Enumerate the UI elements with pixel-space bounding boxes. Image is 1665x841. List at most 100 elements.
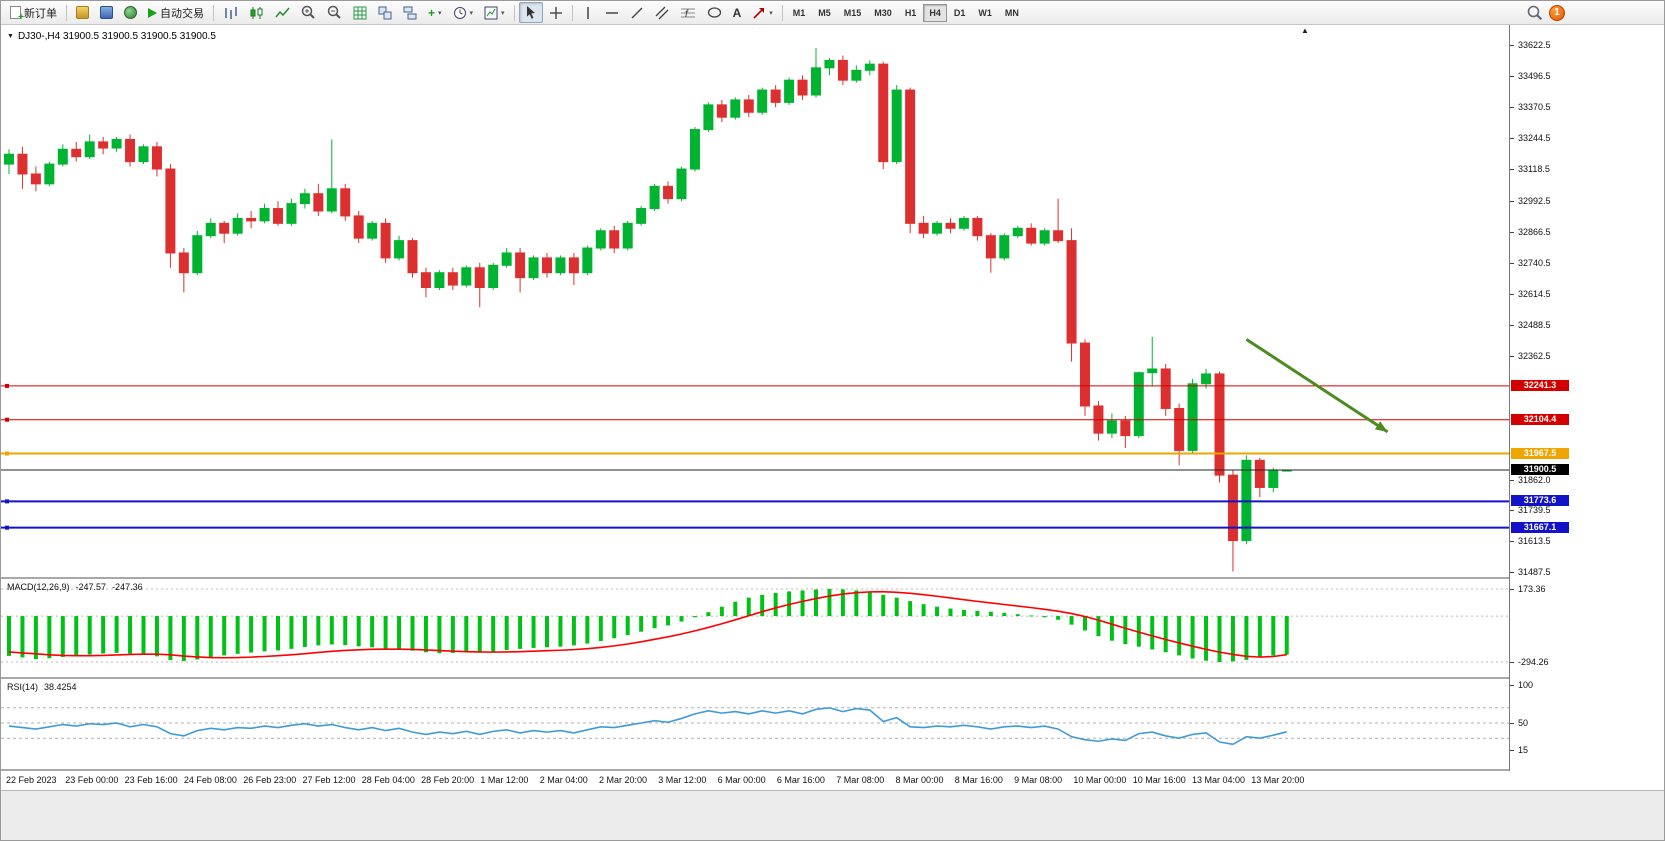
macd-bar: [1204, 616, 1209, 661]
horizontal-line-icon: [605, 11, 618, 14]
autotrading-button[interactable]: 自动交易: [143, 2, 209, 23]
macd-canvas[interactable]: [1, 579, 1509, 677]
candle-down: [17, 153, 28, 175]
svg-text:f: f: [685, 9, 689, 20]
axis-tick: [1510, 723, 1514, 724]
timeframe-M15[interactable]: M15: [838, 4, 868, 22]
price-level-badge: 31967.5: [1511, 447, 1569, 459]
panel-splitter[interactable]: [1, 677, 1572, 679]
macd-bar: [639, 616, 644, 632]
macd-bar: [773, 592, 778, 617]
timeframe-M1[interactable]: M1: [787, 4, 812, 22]
tile-windows-button[interactable]: [373, 2, 397, 23]
price-level-badge: 31773.6: [1511, 495, 1569, 507]
price-axis[interactable]: 33622.5 33496.5 33370.5 33244.5 33118.5 32992…: [1509, 25, 1572, 771]
autotrading-label: 自动交易: [160, 7, 204, 20]
cascade-windows-button[interactable]: [398, 2, 422, 23]
grid-button[interactable]: [348, 2, 372, 23]
vertical-line-button[interactable]: [577, 2, 599, 23]
notification-badge[interactable]: 1: [1549, 4, 1565, 21]
candle-down: [568, 257, 579, 274]
arrows-button[interactable]: ▾: [747, 2, 778, 23]
panel-splitter[interactable]: [1, 577, 1572, 579]
timeframe-H4[interactable]: H4: [923, 3, 947, 22]
candle-down: [474, 267, 485, 289]
time-axis-label: 6 Mar 16:00: [776, 775, 825, 785]
axis-tick: [1510, 262, 1514, 264]
indicators-button[interactable]: + ▾: [423, 2, 447, 23]
candle-up: [299, 193, 310, 205]
timeframe-M30[interactable]: M30: [868, 4, 898, 22]
templates-button[interactable]: ▾: [479, 2, 510, 23]
crosshair-button[interactable]: [544, 2, 568, 23]
panel-splitter[interactable]: [1, 769, 1572, 771]
new-order-button[interactable]: 新订单: [5, 2, 62, 23]
symbol-dropdown-icon[interactable]: ▼: [7, 33, 14, 40]
market-watch-button[interactable]: [95, 2, 118, 23]
candle-down: [178, 252, 189, 274]
candle-up: [286, 203, 297, 224]
level-handle: [5, 383, 9, 388]
zoom-in-button[interactable]: [296, 2, 321, 23]
rsi-value: 38.4254: [44, 682, 77, 692]
periods-button[interactable]: ▾: [448, 2, 479, 23]
timeframe-D1[interactable]: D1: [948, 4, 972, 22]
macd-bar: [733, 601, 738, 617]
fibonacci-button[interactable]: f: [675, 2, 701, 23]
candle-up: [757, 89, 768, 113]
text-button[interactable]: A: [728, 2, 747, 23]
candle-up: [259, 208, 270, 222]
chart-shift-marker[interactable]: ▲: [1301, 26, 1309, 35]
horizontal-line-button[interactable]: [600, 2, 624, 23]
zoom-out-button[interactable]: [322, 2, 347, 23]
bar-chart-button[interactable]: [218, 2, 243, 23]
time-axis-label: 3 Mar 12:00: [658, 775, 707, 785]
time-axis[interactable]: 22 Feb 2023 23 Feb 00:00 23 Feb 16:00 24 Fe…: [1, 771, 1572, 790]
timeframe-H1[interactable]: H1: [899, 4, 923, 22]
vertical-line-icon: [586, 6, 589, 19]
main-chart-canvas[interactable]: [1, 25, 1509, 577]
macd-bar: [706, 612, 711, 617]
cursor-button[interactable]: [518, 2, 543, 23]
axis-tick: [1510, 76, 1514, 78]
timeframe-W1[interactable]: W1: [972, 4, 998, 22]
search-button[interactable]: [1522, 2, 1548, 23]
candle-down: [1214, 373, 1225, 476]
macd-bar: [1123, 616, 1128, 645]
macd-panel[interactable]: MACD(12,26,9) -247.57 -247.36: [1, 579, 1509, 677]
rsi-canvas[interactable]: [1, 679, 1509, 769]
line-chart-button[interactable]: [270, 2, 295, 23]
axis-tick: [1510, 749, 1514, 751]
candle-up: [1039, 230, 1050, 244]
timeframe-MN[interactable]: MN: [999, 4, 1025, 22]
time-axis-label: 10 Mar 16:00: [1132, 775, 1186, 785]
fibonacci-icon: f: [680, 8, 695, 20]
candle-up: [999, 235, 1010, 259]
rsi-panel[interactable]: RSI(14) 38.4254: [1, 679, 1509, 769]
zoom-out-icon: [327, 5, 341, 19]
market-watch-icon: [100, 6, 113, 19]
candle-down: [407, 240, 418, 274]
macd-value-main: -247.57: [75, 582, 107, 592]
candle-up: [4, 153, 14, 165]
channel-button[interactable]: [650, 2, 674, 23]
macd-bar: [370, 616, 375, 648]
main-chart[interactable]: ▼ DJ30-,H4 31900.5 31900.5 31900.5 31900…: [1, 25, 1509, 577]
macd-bar: [814, 589, 818, 617]
axis-tick: [1510, 324, 1514, 326]
arrow-annotation[interactable]: [1245, 338, 1389, 434]
candlestick-chart-button[interactable]: [244, 2, 269, 23]
axis-tick: [1510, 479, 1514, 481]
navigator-button[interactable]: [119, 2, 142, 23]
candle-down: [515, 252, 526, 279]
macd-bar: [867, 592, 872, 617]
trendline-button[interactable]: [625, 2, 649, 23]
candle-up: [784, 79, 795, 103]
timeframe-M5[interactable]: M5: [812, 4, 837, 22]
tile-windows-icon: [378, 6, 392, 19]
time-axis-label: 7 Mar 08:00: [836, 775, 885, 785]
shapes-button[interactable]: [702, 2, 727, 23]
zoom-in-icon: [301, 5, 315, 19]
profiles-button[interactable]: [71, 2, 94, 23]
candle-down: [313, 193, 324, 212]
